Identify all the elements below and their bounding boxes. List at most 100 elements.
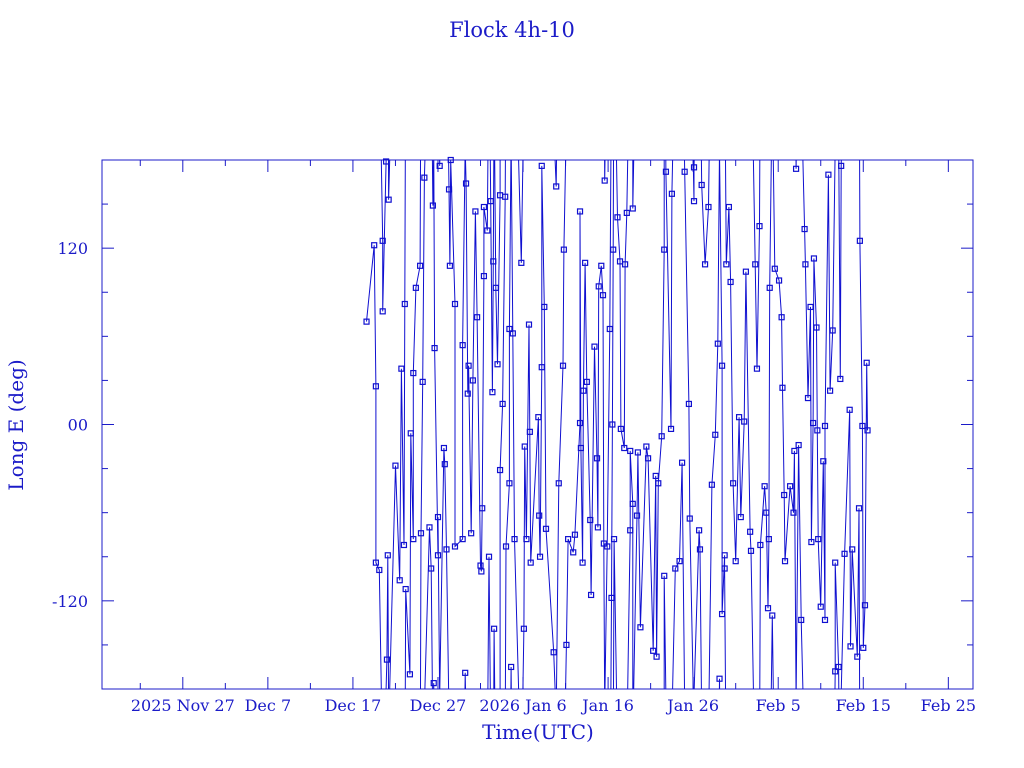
data-point	[469, 377, 476, 384]
plot-frame	[101, 159, 974, 690]
data-point	[775, 277, 783, 284]
data-point	[468, 530, 475, 537]
data-point	[721, 552, 728, 559]
data-point	[859, 422, 866, 430]
data-point	[535, 414, 542, 421]
data-point	[383, 656, 391, 663]
y-tick-label: 00	[68, 416, 88, 435]
data-point	[807, 303, 814, 311]
data-point	[716, 675, 723, 682]
data-point	[417, 530, 425, 537]
data-point	[832, 668, 839, 675]
data-point	[576, 419, 584, 427]
data-point	[555, 480, 562, 487]
data-point	[730, 480, 737, 487]
data-point	[742, 268, 749, 275]
data-point	[560, 246, 567, 253]
x-tick-label: Dec 7	[245, 696, 292, 715]
data-point	[817, 603, 824, 610]
data-point	[787, 483, 794, 490]
data-point	[494, 361, 501, 368]
data-point	[464, 390, 471, 397]
y-tick-label: 120	[57, 239, 88, 258]
data-point	[815, 536, 822, 543]
data-point	[571, 531, 579, 538]
data-point	[583, 378, 590, 385]
data-point	[384, 552, 391, 559]
data-point	[499, 400, 506, 408]
data-point	[429, 202, 436, 209]
data-point	[410, 369, 417, 377]
data-point	[536, 553, 544, 560]
data-point	[653, 653, 660, 660]
data-point	[757, 541, 764, 549]
data-point	[525, 321, 533, 328]
x-tick-label: Jan 26	[665, 696, 719, 715]
data-point	[705, 203, 712, 211]
data-point	[426, 524, 433, 531]
data-point	[506, 480, 513, 487]
data-point	[392, 462, 399, 469]
x-tick-label: Feb 25	[921, 696, 976, 715]
data-point	[633, 512, 641, 519]
data-point	[363, 318, 370, 325]
data-point	[809, 419, 817, 427]
data-point	[752, 261, 759, 268]
data-point	[718, 362, 726, 369]
data-point	[541, 303, 548, 311]
data-point	[756, 223, 763, 230]
data-point	[559, 362, 567, 369]
data-point	[795, 441, 802, 449]
data-point	[698, 181, 705, 189]
data-point	[400, 541, 408, 549]
data-point	[863, 359, 870, 366]
data-point	[502, 193, 509, 200]
data-point	[610, 536, 618, 543]
data-point	[655, 480, 662, 487]
data-point	[662, 168, 670, 175]
x-tick-label: Jan 16	[580, 696, 634, 715]
data-point	[372, 383, 379, 390]
data-point	[511, 536, 518, 543]
data-point	[681, 168, 688, 175]
x-tick-labels: 2025 Nov 27 Dec 7 Dec 17 Dec 27 2026 Jan 6 Ja…	[131, 696, 976, 715]
data-point	[810, 255, 818, 262]
data-point	[747, 547, 755, 554]
data-point	[593, 455, 601, 462]
data-point	[825, 171, 832, 178]
data-point	[606, 325, 613, 333]
data-point	[594, 524, 601, 531]
data-point	[580, 387, 587, 394]
data-point	[821, 422, 829, 430]
data-point	[732, 558, 739, 565]
data-point	[604, 543, 611, 550]
data-point	[741, 418, 748, 425]
data-point	[521, 443, 528, 450]
data-point	[520, 625, 527, 632]
data-point	[855, 505, 863, 512]
data-point	[376, 566, 383, 574]
data-point	[829, 327, 836, 334]
data-point	[790, 509, 797, 516]
data-point	[550, 649, 557, 656]
data-point	[385, 196, 392, 203]
data-point	[371, 242, 378, 249]
data-point	[472, 208, 479, 215]
data-point	[686, 515, 693, 522]
data-point	[622, 261, 629, 268]
x-tick-label: 2025 Nov 27	[131, 696, 235, 715]
data-point	[766, 284, 773, 291]
data-point	[526, 428, 533, 435]
data-point	[441, 461, 448, 468]
data-point	[804, 394, 812, 402]
data-point	[837, 375, 844, 383]
data-point	[861, 602, 869, 609]
data-point	[474, 314, 481, 321]
x-tick-label: Dec 27	[410, 696, 467, 715]
data-point	[737, 513, 744, 521]
data-point	[667, 425, 675, 433]
x-tick-label: 2026 Jan 6	[479, 696, 566, 715]
data-point	[661, 246, 668, 253]
data-point	[821, 616, 829, 624]
